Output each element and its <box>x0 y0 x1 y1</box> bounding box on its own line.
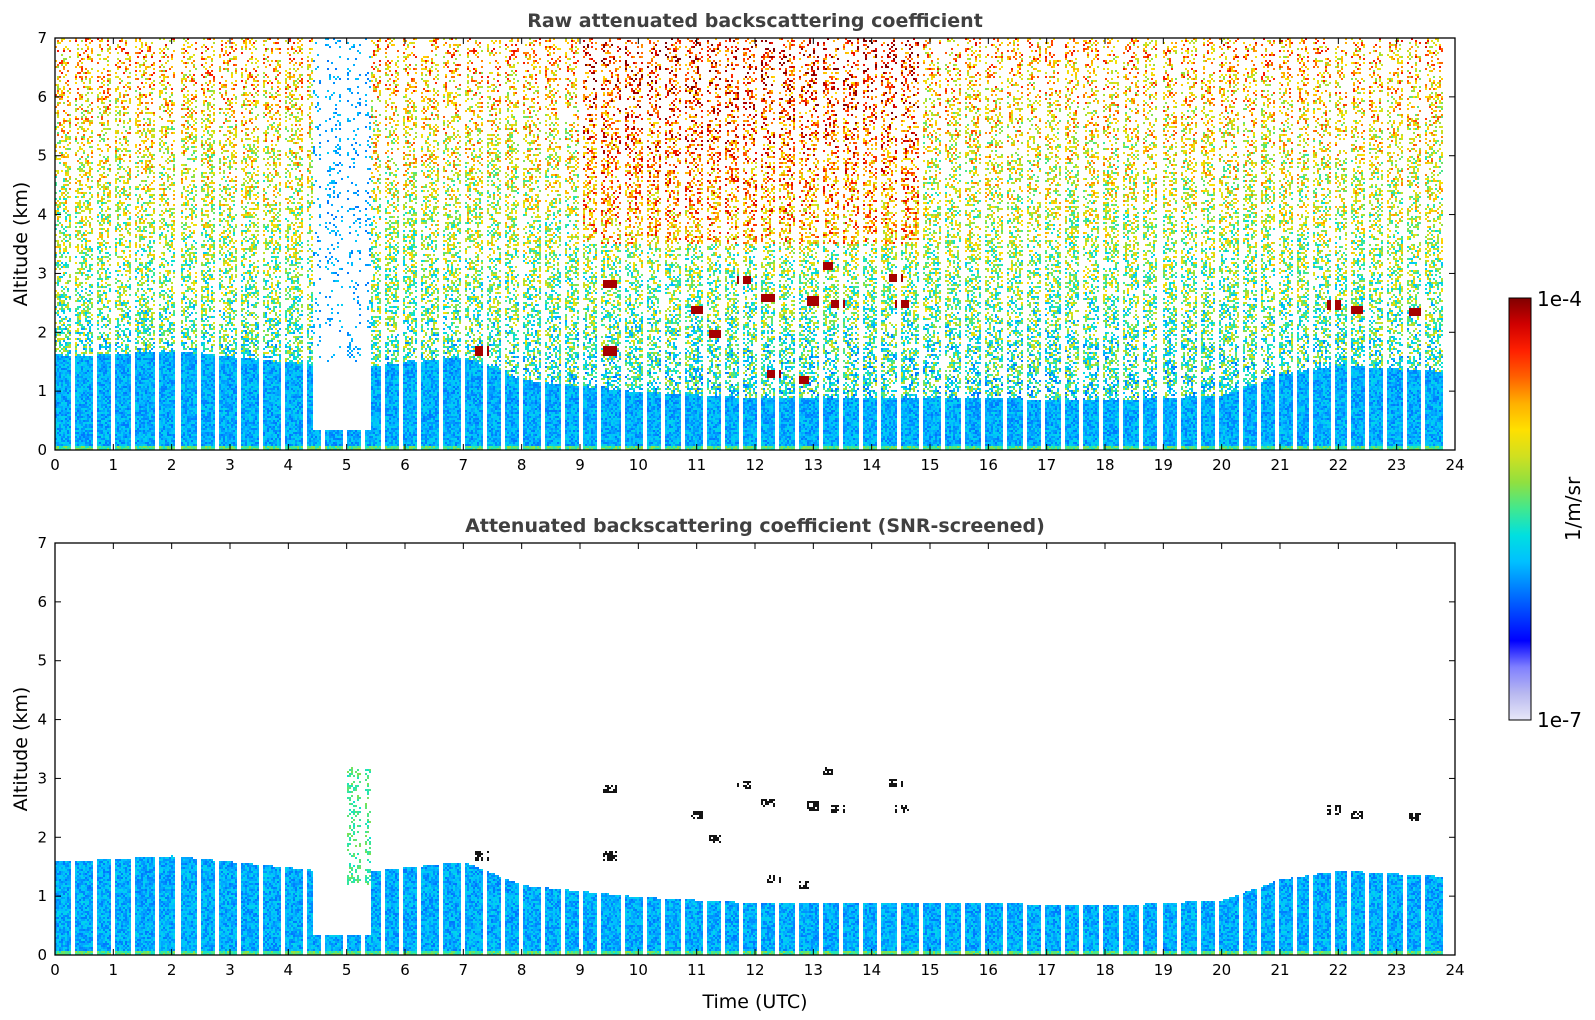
x-tick-label: 16 <box>979 456 998 474</box>
y-tick-label: 1 <box>37 382 47 400</box>
y-tick-label: 0 <box>37 441 47 459</box>
x-tick-label: 23 <box>1387 961 1406 979</box>
x-tick-label: 15 <box>920 456 939 474</box>
y-tick-label: 6 <box>37 88 47 106</box>
y-tick-label: 1 <box>37 887 47 905</box>
screened-backscatter-panel: Attenuated backscattering coefficient (S… <box>10 515 1465 1013</box>
colorbar-max-label: 1e-4 <box>1537 287 1582 311</box>
x-tick-label: 12 <box>745 456 764 474</box>
x-tick-label: 15 <box>920 961 939 979</box>
panel2-y-ticks: 0 1 2 3 4 5 6 7 <box>37 534 1455 964</box>
x-tick-label: 8 <box>517 456 527 474</box>
screened-backscatter-heatmap <box>55 543 1455 955</box>
colorbar: 1e-4 1e-7 1/m/sr <box>1508 287 1585 732</box>
x-tick-label: 21 <box>1270 961 1289 979</box>
x-tick-label: 13 <box>804 961 823 979</box>
x-tick-label: 7 <box>459 456 469 474</box>
y-tick-label: 2 <box>37 828 47 846</box>
x-tick-label: 21 <box>1270 456 1289 474</box>
x-tick-label: 5 <box>342 456 352 474</box>
panel2-x-label: Time (UTC) <box>701 991 807 1013</box>
x-tick-label: 6 <box>400 456 410 474</box>
panel1-y-ticks: 0 1 2 3 4 5 6 7 <box>37 29 1455 459</box>
y-tick-label: 2 <box>37 323 47 341</box>
x-tick-label: 14 <box>862 456 881 474</box>
x-tick-label: 20 <box>1212 456 1231 474</box>
panel2-title: Attenuated backscattering coefficient (S… <box>465 515 1045 537</box>
colorbar-min-label: 1e-7 <box>1537 708 1582 732</box>
x-tick-label: 22 <box>1329 961 1348 979</box>
x-tick-label: 19 <box>1154 456 1173 474</box>
x-tick-label: 18 <box>1095 456 1114 474</box>
raw-backscatter-heatmap <box>55 38 1455 450</box>
x-tick-label: 1 <box>109 456 119 474</box>
x-tick-label: 9 <box>575 961 585 979</box>
x-tick-label: 16 <box>979 961 998 979</box>
y-tick-label: 7 <box>37 534 47 552</box>
x-tick-label: 13 <box>804 456 823 474</box>
panel1-x-ticks: 0 1 2 3 4 5 6 7 8 9 10 11 12 13 14 15 16 17 18 19 20 21 22 23 24 <box>50 38 1465 474</box>
x-tick-label: 8 <box>517 961 527 979</box>
x-tick-label: 9 <box>575 456 585 474</box>
x-tick-label: 6 <box>400 961 410 979</box>
x-tick-label: 3 <box>225 456 235 474</box>
y-tick-label: 4 <box>37 711 47 729</box>
panel2-x-ticks: 0 1 2 3 4 5 6 7 8 9 10 11 12 13 14 15 16 17 18 19 20 21 22 23 24 <box>50 543 1465 979</box>
x-tick-label: 17 <box>1037 961 1056 979</box>
colorbar-unit-label: 1/m/sr <box>1561 476 1585 541</box>
y-tick-label: 5 <box>37 652 47 670</box>
x-tick-label: 0 <box>50 456 60 474</box>
x-tick-label: 10 <box>629 961 648 979</box>
x-tick-label: 11 <box>687 456 706 474</box>
y-tick-label: 7 <box>37 29 47 47</box>
x-tick-label: 24 <box>1445 456 1464 474</box>
x-tick-label: 3 <box>225 961 235 979</box>
y-tick-label: 4 <box>37 206 47 224</box>
x-tick-label: 0 <box>50 961 60 979</box>
x-tick-label: 2 <box>167 961 177 979</box>
x-tick-label: 1 <box>109 961 119 979</box>
panel1-title: Raw attenuated backscattering coefficien… <box>527 10 983 32</box>
x-tick-label: 4 <box>284 456 294 474</box>
y-tick-label: 6 <box>37 593 47 611</box>
y-tick-label: 5 <box>37 147 47 165</box>
x-tick-label: 18 <box>1095 961 1114 979</box>
x-tick-label: 14 <box>862 961 881 979</box>
y-tick-label: 3 <box>37 769 47 787</box>
x-tick-label: 20 <box>1212 961 1231 979</box>
colorbar-scale <box>1508 297 1532 721</box>
x-tick-label: 12 <box>745 961 764 979</box>
raw-backscatter-panel: Raw attenuated backscattering coefficien… <box>10 10 1465 474</box>
x-tick-label: 24 <box>1445 961 1464 979</box>
x-tick-label: 17 <box>1037 456 1056 474</box>
x-tick-label: 4 <box>284 961 294 979</box>
y-tick-label: 0 <box>37 946 47 964</box>
heatmap-image <box>55 38 1455 450</box>
y-tick-label: 3 <box>37 264 47 282</box>
x-tick-label: 11 <box>687 961 706 979</box>
panel2-y-label: Altitude (km) <box>10 687 32 812</box>
panel1-y-label: Altitude (km) <box>10 182 32 307</box>
x-tick-label: 7 <box>459 961 469 979</box>
x-tick-label: 2 <box>167 456 177 474</box>
x-tick-label: 22 <box>1329 456 1348 474</box>
x-tick-label: 23 <box>1387 456 1406 474</box>
heatmap-image <box>55 543 1455 955</box>
x-tick-label: 10 <box>629 456 648 474</box>
x-tick-label: 19 <box>1154 961 1173 979</box>
x-tick-label: 5 <box>342 961 352 979</box>
